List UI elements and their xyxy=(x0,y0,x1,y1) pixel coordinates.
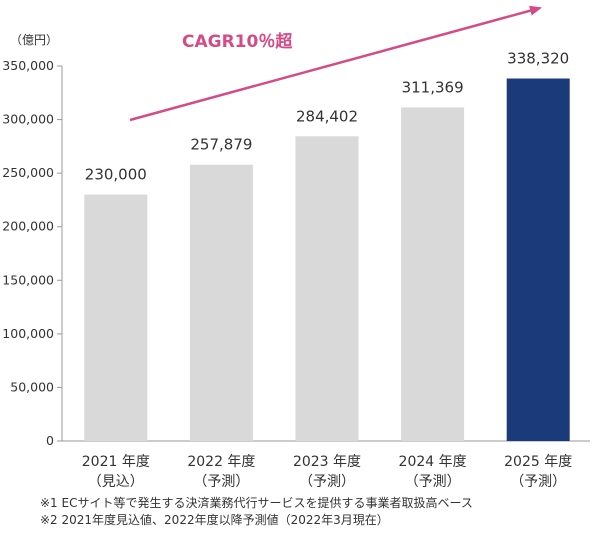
data-label: 230,000 xyxy=(85,166,147,184)
bar xyxy=(401,107,465,442)
x-tick-label: 2021 年度 xyxy=(82,454,150,470)
x-tick-sublabel: （予測） xyxy=(193,474,249,490)
y-tick-label: 350,000 xyxy=(2,58,54,73)
x-tick-label: 2023 年度 xyxy=(293,454,361,470)
bar-chart: （億円） 0 50,000 100,000 150,000 200,000 250,000… xyxy=(2,5,590,490)
y-tick-label: 250,000 xyxy=(2,165,54,180)
footnote-1: ※1 ECサイト等で発生する決済業務代行サービスを提供する事業者取扱高ベース xyxy=(40,496,473,510)
x-tick-label: 2025 年度 xyxy=(504,454,572,470)
x-tick-sublabel: （見込） xyxy=(88,474,144,490)
y-tick-label: 200,000 xyxy=(2,219,54,234)
x-tick-sublabel: （予測） xyxy=(510,474,566,490)
x-tick-sublabel: （予測） xyxy=(299,474,355,490)
bar xyxy=(295,136,359,441)
data-label: 338,320 xyxy=(507,50,569,68)
cagr-annotation: CAGR10％超 xyxy=(182,31,293,52)
footnote-2: ※2 2021年度見込値、2022年度以降予測値（2022年3月現在） xyxy=(40,513,389,527)
y-tick-label: 50,000 xyxy=(10,379,54,394)
y-tick-label: 150,000 xyxy=(2,272,54,287)
data-label: 284,402 xyxy=(296,107,358,125)
y-tick-label: 100,000 xyxy=(2,326,54,341)
x-tick-label: 2024 年度 xyxy=(399,454,467,470)
y-tick-label: 300,000 xyxy=(2,112,54,127)
x-tick-label: 2022 年度 xyxy=(187,454,255,470)
y-axis-unit-label: （億円） xyxy=(10,33,58,47)
bar xyxy=(84,194,148,441)
y-tick-label: 0 xyxy=(46,433,54,448)
footnotes: ※1 ECサイト等で発生する決済業務代行サービスを提供する事業者取扱高ベース ※… xyxy=(40,495,473,529)
x-tick-sublabel: （予測） xyxy=(405,474,461,490)
cagr-trend-arrow xyxy=(129,5,542,122)
bar xyxy=(506,78,570,441)
data-label: 257,879 xyxy=(190,136,252,154)
data-label: 311,369 xyxy=(402,78,464,96)
bar xyxy=(189,164,253,442)
